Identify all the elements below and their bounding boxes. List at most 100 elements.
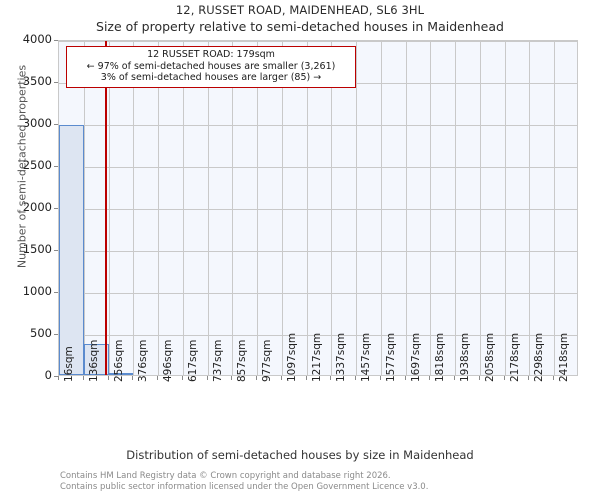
y-axis-tick-label: 4000	[22, 32, 52, 46]
y-axis-tick-mark	[54, 40, 58, 41]
x-axis-tick-label: 2058sqm	[483, 332, 496, 382]
grid-line-vertical	[158, 41, 160, 375]
x-axis-tick-label: 1577sqm	[384, 332, 397, 382]
x-axis-tick-mark	[379, 376, 381, 380]
grid-line-vertical	[306, 41, 308, 375]
grid-line-horizontal	[59, 125, 577, 126]
x-axis-tick-label: 256sqm	[112, 339, 125, 382]
grid-line-vertical	[257, 41, 259, 375]
y-axis-tick-label: 500	[30, 326, 52, 340]
x-axis-tick-label: 1337sqm	[335, 332, 348, 382]
x-axis-tick-mark	[330, 376, 332, 380]
y-axis-tick-label: 3000	[22, 116, 52, 130]
grid-line-vertical	[83, 41, 85, 375]
grid-line-vertical	[529, 41, 531, 375]
y-axis-tick-mark	[54, 166, 58, 167]
grid-line-vertical	[479, 41, 481, 375]
y-axis-tick-mark	[54, 124, 58, 125]
x-axis-tick-label: 617sqm	[186, 339, 199, 382]
property-annotation-box: 12 RUSSET ROAD: 179sqm ← 97% of semi-det…	[66, 46, 356, 88]
y-axis-tick-label: 1500	[22, 242, 52, 256]
x-axis-tick-label: 1938sqm	[459, 332, 472, 382]
grid-line-vertical	[430, 41, 432, 375]
x-axis-tick-mark	[231, 376, 233, 380]
x-axis-tick-mark	[107, 376, 109, 380]
x-axis-tick-label: 2418sqm	[558, 332, 571, 382]
histogram-bar	[59, 124, 84, 375]
y-axis-tick-label: 0	[44, 368, 52, 382]
y-axis-tick-mark	[54, 250, 58, 251]
x-axis-tick-label: 977sqm	[261, 339, 274, 382]
x-axis-tick-mark	[157, 376, 159, 380]
x-axis-tick-label: 136sqm	[87, 339, 100, 382]
annotation-line-1: 12 RUSSET ROAD: 179sqm	[147, 49, 275, 60]
annotation-line-2: ← 97% of semi-detached houses are smalle…	[86, 60, 336, 72]
y-axis-tick-mark	[54, 376, 58, 377]
x-axis-tick-mark	[305, 376, 307, 380]
y-axis-tick-label: 1000	[22, 284, 52, 298]
x-axis-tick-mark	[404, 376, 406, 380]
grid-line-vertical	[207, 41, 209, 375]
grid-line-vertical	[455, 41, 457, 375]
x-axis-tick-mark	[528, 376, 530, 380]
x-axis-tick-label: 1217sqm	[310, 332, 323, 382]
x-axis-tick-label: 1457sqm	[360, 332, 373, 382]
x-axis-tick-mark	[280, 376, 282, 380]
y-axis-tick-mark	[54, 292, 58, 293]
y-axis-tick-label: 3500	[22, 74, 52, 88]
grid-line-vertical	[554, 41, 556, 375]
x-axis-tick-mark	[58, 376, 59, 380]
y-axis-tick-mark	[54, 208, 58, 209]
grid-line-vertical	[108, 41, 110, 375]
annotation-line-3: 3% of semi-detached houses are larger (8…	[100, 72, 322, 83]
x-axis-label: Distribution of semi-detached houses by …	[126, 448, 474, 462]
x-axis-tick-mark	[454, 376, 456, 380]
histogram-bar	[108, 373, 134, 375]
grid-line-vertical	[504, 41, 506, 375]
grid-line-vertical	[331, 41, 333, 375]
x-axis-tick-label: 2298sqm	[533, 332, 546, 382]
x-axis-tick-mark	[355, 376, 357, 380]
footer-line-2: Contains public sector information licen…	[60, 481, 429, 492]
grid-line-horizontal	[59, 251, 577, 252]
grid-line-vertical	[182, 41, 184, 375]
property-marker-line	[105, 41, 108, 375]
x-axis-tick-mark	[206, 376, 208, 380]
y-axis-tick-label: 2500	[22, 158, 52, 172]
grid-line-horizontal	[59, 335, 577, 336]
x-axis-tick-mark	[132, 376, 134, 380]
grid-line-horizontal	[59, 293, 577, 294]
grid-line-vertical	[356, 41, 358, 375]
y-axis-tick-label: 2000	[22, 200, 52, 214]
x-axis-tick-label: 857sqm	[236, 339, 249, 382]
x-axis-tick-mark	[256, 376, 258, 380]
x-axis-tick-mark	[553, 376, 555, 380]
y-axis-tick-mark	[54, 82, 58, 83]
grid-line-vertical	[133, 41, 135, 375]
grid-line-vertical	[380, 41, 382, 375]
x-axis-tick-mark	[82, 376, 84, 380]
x-axis-tick-mark	[478, 376, 480, 380]
histogram-bar	[83, 343, 109, 375]
x-axis-tick-mark	[503, 376, 505, 380]
grid-line-vertical	[405, 41, 407, 375]
grid-line-horizontal	[59, 41, 577, 42]
grid-line-horizontal	[59, 209, 577, 210]
y-axis-label: Number of semi-detached properties	[15, 64, 29, 269]
x-axis-tick-label: 1697sqm	[409, 332, 422, 382]
chart-title: 12, RUSSET ROAD, MAIDENHEAD, SL6 3HL	[175, 3, 425, 17]
x-axis-tick-label: 1818sqm	[434, 332, 447, 382]
chart-subtitle: Size of property relative to semi-detach…	[96, 19, 504, 34]
footer-line-1: Contains HM Land Registry data © Crown c…	[60, 471, 391, 481]
grid-line-horizontal	[59, 167, 577, 168]
grid-line-vertical	[281, 41, 283, 375]
grid-line-vertical	[232, 41, 234, 375]
x-axis-tick-mark	[181, 376, 183, 380]
x-axis-tick-label: 1097sqm	[285, 332, 298, 382]
y-axis-tick-mark	[54, 334, 58, 335]
attribution-footer: Contains HM Land Registry data © Crown c…	[60, 471, 580, 492]
x-axis-tick-label: 376sqm	[137, 339, 150, 382]
plot-area	[58, 40, 578, 376]
x-axis-tick-mark	[429, 376, 431, 380]
